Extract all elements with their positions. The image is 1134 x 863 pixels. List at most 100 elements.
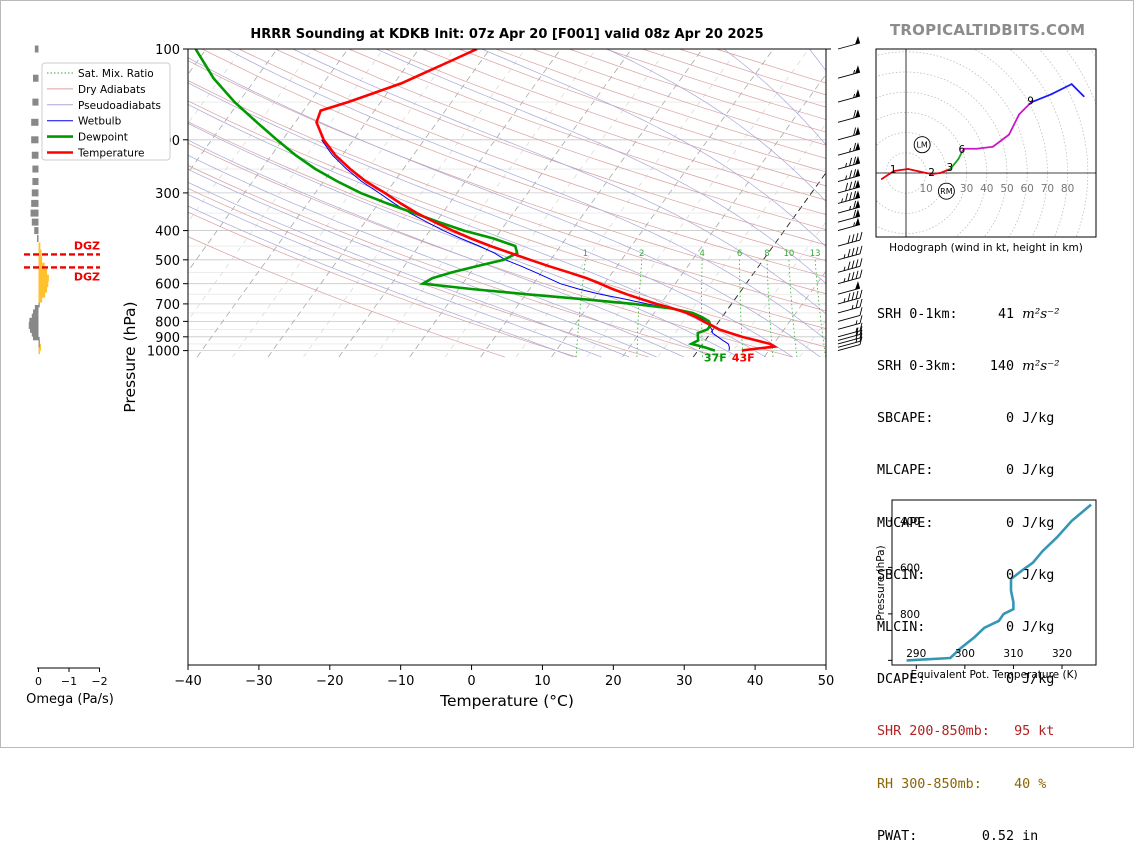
barb-flag xyxy=(855,36,860,44)
param-rh: RH 300-850mb: 40 % xyxy=(877,776,1060,793)
wind-barb xyxy=(838,258,862,272)
surface-temperature-label: 43F xyxy=(732,352,755,365)
legend-label: Sat. Mix. Ratio xyxy=(78,68,154,80)
param-value: 41 xyxy=(998,307,1014,322)
barb-full xyxy=(860,315,862,323)
wind-barb xyxy=(838,169,860,182)
wind-barb xyxy=(838,290,862,304)
isotherm-minor xyxy=(162,49,384,357)
param-value: 0 J/kg xyxy=(1006,516,1054,531)
barb-full xyxy=(854,201,856,209)
x-tick-label: 30 xyxy=(676,674,693,689)
param-label: MLCIN: xyxy=(877,620,925,635)
wind-barb xyxy=(838,36,860,49)
barb-full xyxy=(850,158,852,166)
y-tick-label: 400 xyxy=(155,225,180,240)
barb-full xyxy=(846,193,848,201)
param-label: MLCAPE: xyxy=(877,463,933,478)
barb-flag xyxy=(855,89,860,97)
dgz-label: DGZ xyxy=(74,239,100,252)
x-tick-label: −40 xyxy=(174,674,201,689)
wind-barbs xyxy=(826,36,862,351)
barb-full xyxy=(860,232,862,240)
barb-full xyxy=(852,261,854,269)
legend-label: Dry Adiabats xyxy=(78,84,146,96)
barb-full xyxy=(848,249,850,257)
param-sbcin: SBCIN: 0 J/kg xyxy=(877,567,1060,584)
hodo-segment xyxy=(1051,84,1071,94)
y-tick-label: 800 xyxy=(155,315,180,330)
barb-staff xyxy=(838,307,860,313)
mixing-ratio-label: 2 xyxy=(639,249,644,259)
omega-bar xyxy=(33,75,38,82)
param-label: MUCAPE: xyxy=(877,516,933,531)
barb-flag xyxy=(855,218,860,226)
hodo-segment xyxy=(1031,94,1051,102)
wind-barb xyxy=(838,315,862,329)
barb-full xyxy=(856,259,858,267)
omega-tick-label: −2 xyxy=(91,675,107,688)
hodo-marker-label: LM xyxy=(916,141,927,150)
param-shr: SHR 200-850mb: 95 kt xyxy=(877,723,1060,740)
param-srh-0-1: SRH 0-1km: 41 m²s⁻² xyxy=(877,306,1060,323)
hodo-ring-label: 50 xyxy=(1000,183,1013,195)
omega-bar xyxy=(39,263,45,270)
barb-staff xyxy=(838,345,860,351)
mixing-ratio-line xyxy=(702,260,703,357)
x-axis-label: Temperature (°C) xyxy=(439,692,574,710)
omega-bar xyxy=(32,189,39,196)
wind-barb xyxy=(838,209,860,222)
param-label: SHR 200-850mb: xyxy=(877,724,990,739)
omega-bar xyxy=(39,337,40,344)
param-value: 40 % xyxy=(1014,777,1046,792)
param-value: 0 J/kg xyxy=(1006,568,1054,583)
params-panel: SRH 0-1km: 41 m²s⁻² SRH 0-3km: 140 m²s⁻²… xyxy=(877,271,1060,863)
barb-full xyxy=(848,293,850,301)
mixing-ratio-label: 6 xyxy=(737,249,742,259)
wind-barb xyxy=(838,246,862,260)
isotherm xyxy=(1048,49,1134,357)
mixing-ratio-label: 10 xyxy=(783,249,794,259)
wind-barb xyxy=(838,180,860,193)
barb-full xyxy=(854,169,856,177)
x-tick-label: 0 xyxy=(467,674,475,689)
x-tick-label: 40 xyxy=(747,674,764,689)
barb-full xyxy=(854,181,856,189)
barb-full xyxy=(848,262,850,270)
param-value: 0.52 in xyxy=(982,829,1038,844)
omega-bar xyxy=(32,152,39,159)
omega-bar xyxy=(32,99,38,106)
dgz-label: DGZ xyxy=(74,270,100,283)
param-srh-0-3: SRH 0-3km: 140 m²s⁻² xyxy=(877,358,1060,375)
barb-full xyxy=(846,183,848,191)
isotherm-minor xyxy=(445,49,667,357)
pseudoadiabat xyxy=(376,49,902,357)
omega-bar xyxy=(32,166,38,173)
param-label: PWAT: xyxy=(877,829,917,844)
hodograph-caption: Hodograph (wind in kt, height in km) xyxy=(889,242,1083,254)
param-unit: m²s⁻² xyxy=(1022,307,1059,322)
barb-full xyxy=(854,157,856,165)
barb-full xyxy=(848,235,850,243)
x-tick-label: −20 xyxy=(316,674,343,689)
barb-full xyxy=(856,233,858,241)
x-tick-label: 20 xyxy=(605,674,622,689)
wind-barb xyxy=(838,270,862,284)
omega-bar xyxy=(31,210,39,217)
param-mlcin: MLCIN: 0 J/kg xyxy=(877,619,1060,636)
hodo-height-label: 6 xyxy=(959,144,966,156)
hodo-height-label: 9 xyxy=(1027,95,1034,107)
omega-bar xyxy=(31,136,38,143)
isotherm xyxy=(481,49,703,357)
mixing-ratio-line xyxy=(789,260,797,357)
param-label: SRH 0-1km: xyxy=(877,307,958,322)
wind-barb xyxy=(838,65,860,78)
barb-full xyxy=(852,234,854,242)
hodo-height-label: 1 xyxy=(890,164,897,176)
y-tick-label: 100 xyxy=(155,43,180,58)
hodo-height-label: 3 xyxy=(946,162,953,174)
omega-tick-label: −1 xyxy=(61,675,77,688)
legend-label: Pseudoadiabats xyxy=(78,100,161,112)
wind-barb xyxy=(838,109,860,122)
barb-full xyxy=(856,271,858,279)
